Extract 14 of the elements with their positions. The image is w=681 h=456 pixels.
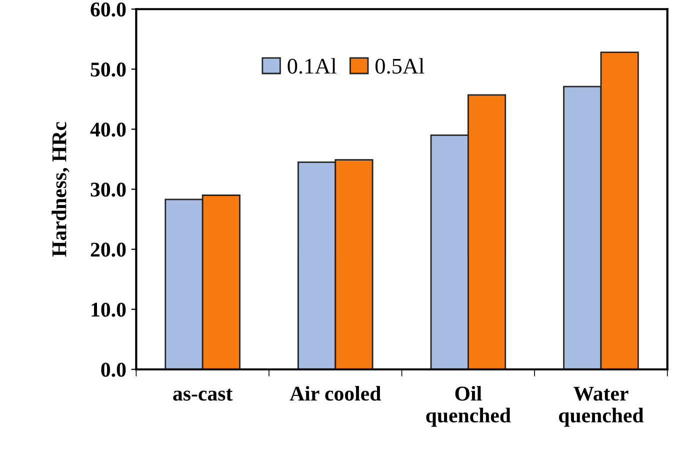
y-tick-label: 20.0: [90, 242, 126, 257]
y-tick-label: 50.0: [90, 62, 126, 77]
y-tick-label: 30.0: [90, 182, 126, 197]
y-tick-label: 0.0: [101, 362, 126, 377]
legend-label: 0.5Al: [376, 58, 424, 74]
y-tick-label: 60.0: [90, 2, 126, 17]
y-tick-label: 40.0: [90, 122, 126, 137]
y-axis-title: Hardness, HRc: [52, 122, 70, 257]
x-tick-label: Water quenched: [559, 386, 644, 427]
legend-label: 0.1Al: [288, 58, 336, 74]
y-tick-label: 10.0: [92, 302, 126, 317]
x-tick-label: Oil quenched: [426, 386, 511, 427]
x-tick-label: Air cooled: [290, 386, 381, 401]
x-tick-label: as-cast: [173, 388, 233, 401]
